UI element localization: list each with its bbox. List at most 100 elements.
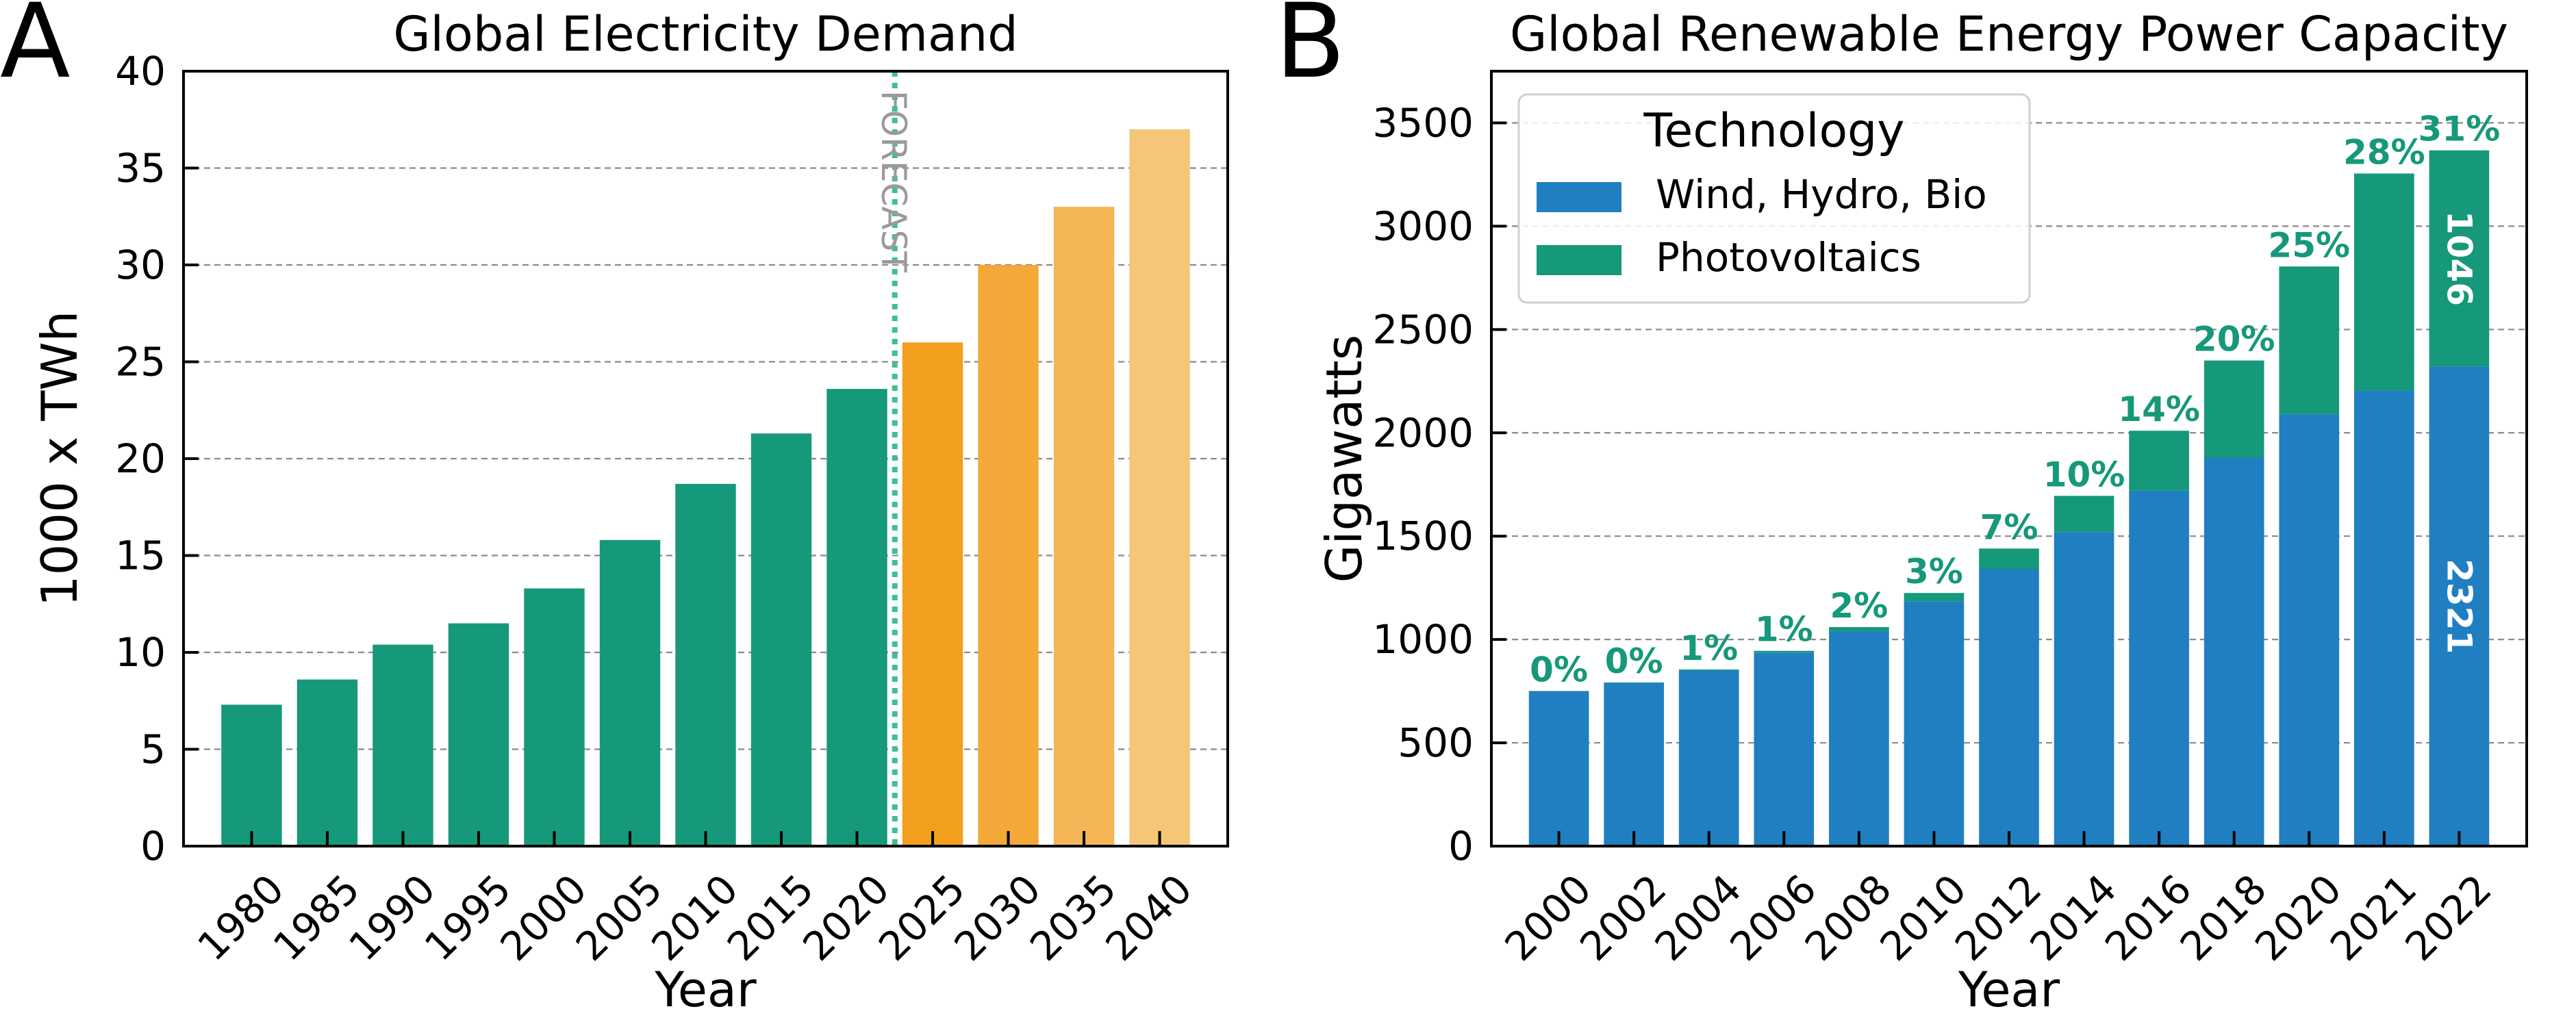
x-tick-label: 1985	[264, 865, 368, 969]
bar-1980	[221, 704, 282, 846]
chart-title: Global Renewable Energy Power Capacity	[1510, 6, 2508, 62]
bar-2020	[826, 389, 887, 846]
y-tick-label: 25	[115, 339, 166, 385]
x-axis-label: Year	[654, 962, 756, 1018]
y-tick-label: 1500	[1372, 513, 1474, 559]
x-tick-label: 2022	[2396, 865, 2500, 969]
x-tick-label: 2030	[946, 865, 1050, 969]
bar-photovoltaics-2008	[1829, 627, 1889, 632]
bar-1995	[448, 623, 509, 846]
legend-swatch	[1537, 245, 1621, 275]
x-tick-label: 1980	[188, 865, 292, 969]
x-tick-label: 2002	[1571, 865, 1675, 969]
bar-photovoltaics-2010	[1904, 593, 1965, 602]
x-tick-label: 2035	[1021, 865, 1125, 969]
x-tick-label: 2020	[2246, 865, 2350, 969]
y-tick-label: 0	[140, 823, 166, 869]
bar-wind-hydro-bio-2014	[2054, 532, 2114, 846]
panel-letter: B	[1275, 0, 1346, 101]
bar-photovoltaics-2006	[1754, 650, 1815, 653]
panel-letter: A	[0, 0, 71, 101]
bar-wind-hydro-bio-2000	[1528, 691, 1589, 846]
y-tick-label: 3000	[1372, 203, 1474, 249]
x-tick-label: 2015	[718, 865, 822, 969]
y-axis-label: Gigawatts	[1315, 335, 1373, 583]
bar-wind-hydro-bio-2004	[1678, 670, 1739, 846]
bar-wind-hydro-bio-2002	[1604, 683, 1664, 846]
bar-photovoltaics-2021	[2354, 173, 2414, 391]
pct-label: 7%	[1980, 507, 2038, 547]
pct-label: 10%	[2043, 455, 2125, 494]
x-axis-label: Year	[1958, 962, 2060, 1018]
bar-wind-hydro-bio-2022	[2429, 366, 2490, 846]
bar-photovoltaics-2014	[2054, 496, 2114, 533]
y-tick-label: 10	[115, 629, 166, 676]
x-tick-label: 2006	[1721, 865, 1825, 969]
bar-wind-hydro-bio-2006	[1754, 652, 1815, 846]
bar-wind-hydro-bio-2008	[1829, 631, 1889, 846]
bar-1990	[372, 644, 433, 846]
bar-photovoltaics-2012	[1979, 548, 2039, 570]
pct-label: 0%	[1530, 650, 1588, 689]
y-tick-label: 5	[140, 726, 166, 773]
legend-swatch	[1537, 182, 1621, 212]
bar-photovoltaics-2018	[2204, 360, 2264, 458]
x-tick-label: 2010	[642, 865, 746, 969]
forecast-label: FORECAST	[874, 90, 913, 272]
y-tick-label: 2500	[1372, 306, 1474, 353]
bar-photovoltaics-2020	[2279, 266, 2340, 415]
y-tick-label: 500	[1398, 719, 1474, 766]
y-tick-label: 2000	[1372, 409, 1474, 456]
bar-wind-hydro-bio-2010	[1904, 601, 1965, 846]
bar-wind-hydro-bio-2021	[2354, 390, 2414, 846]
panel-a: FORECAST05101520253035401980198519901995…	[0, 0, 1229, 1018]
bar-2040	[1129, 129, 1190, 846]
y-axis-label: 1000 x TWh	[31, 311, 88, 607]
legend-box	[1517, 93, 2031, 304]
legend-entry: Photovoltaics	[1656, 234, 1921, 281]
pct-label: 1%	[1755, 610, 1813, 650]
bar-wind-hydro-bio-2016	[2129, 490, 2189, 846]
bar-2035	[1053, 207, 1115, 847]
x-tick-label: 2004	[1646, 865, 1750, 969]
x-tick-label: 2025	[870, 865, 974, 969]
x-tick-label: 2008	[1796, 865, 1900, 969]
legend-entry: Wind, Hydro, Bio	[1656, 171, 1987, 218]
x-tick-label: 2005	[567, 865, 671, 969]
x-tick-label: 2014	[2021, 865, 2125, 969]
bar-2030	[978, 265, 1039, 846]
x-tick-label: 2040	[1097, 865, 1201, 969]
bar-photovoltaics-2016	[2129, 431, 2189, 491]
pct-label: 25%	[2268, 225, 2350, 265]
y-tick-label: 30	[115, 242, 166, 288]
x-tick-label: 2018	[2171, 865, 2275, 969]
y-tick-label: 35	[115, 145, 166, 192]
y-tick-label: 0	[1448, 823, 1474, 869]
bar-2010	[675, 483, 736, 846]
pct-label: 1%	[1680, 628, 1738, 668]
legend: Technology Wind, Hydro, Bio Photovoltaics	[1517, 93, 2031, 304]
pct-label: 28%	[2343, 132, 2425, 172]
chart-title: Global Electricity Demand	[393, 6, 1018, 62]
y-tick-label: 1000	[1372, 616, 1474, 663]
x-tick-label: 2016	[2096, 865, 2200, 969]
x-tick-label: 2012	[1946, 865, 2050, 969]
pct-label: 20%	[2193, 320, 2275, 359]
y-tick-label: 15	[115, 533, 166, 579]
bar-2025	[902, 342, 963, 846]
bar-2015	[750, 433, 812, 846]
x-tick-label: 2010	[1871, 865, 1975, 969]
y-tick-label: 3500	[1372, 99, 1474, 146]
inner-value-label: 1046	[2439, 211, 2479, 306]
x-tick-label: 2021	[2321, 865, 2425, 969]
bar-2005	[599, 539, 661, 846]
pct-label: 14%	[2118, 390, 2200, 429]
bar-wind-hydro-bio-2012	[1979, 569, 2039, 846]
x-tick-label: 2000	[1496, 865, 1600, 969]
bar-2000	[524, 588, 585, 846]
y-tick-label: 20	[115, 435, 166, 482]
bar-photovoltaics-2022	[2429, 150, 2490, 367]
pct-label: 3%	[1905, 552, 1963, 591]
pct-label: 2%	[1830, 586, 1888, 626]
